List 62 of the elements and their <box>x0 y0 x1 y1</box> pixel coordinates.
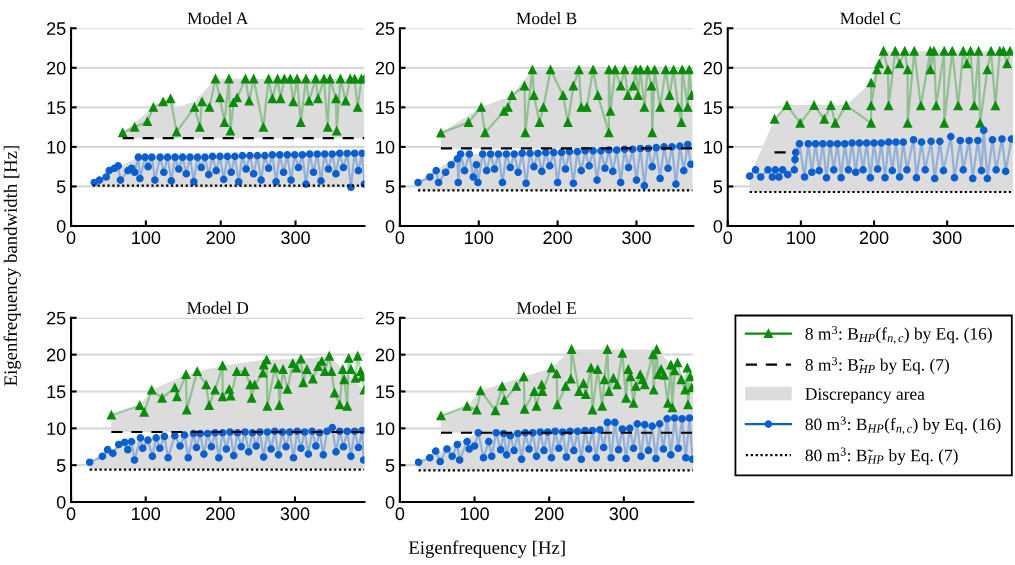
x-tick-label: 100 <box>132 507 161 521</box>
y-tick-label: 10 <box>704 140 723 154</box>
y-tick-label: 10 <box>47 140 66 154</box>
x-tick-label: 200 <box>206 507 235 521</box>
y-tick-label: 5 <box>385 180 395 194</box>
y-tick-label: 25 <box>47 22 66 35</box>
y-tick-label: 10 <box>47 422 66 436</box>
y-tick-label: 5 <box>713 180 723 194</box>
x-tick-label: 0 <box>66 507 76 521</box>
legend-label: 8 m$^{3}$: B̃$_{HP}$ by Eq. (7) <box>805 356 949 375</box>
y-axis-title: Eigenfrequency bandwidth [Hz] <box>3 146 21 386</box>
y-tick-label: 5 <box>56 459 66 472</box>
y-tick-label: 0 <box>56 495 66 509</box>
chart-title: Model C <box>840 12 901 25</box>
y-tick-label: 25 <box>375 22 395 35</box>
y-tick-label: 0 <box>713 219 723 233</box>
y-tick-label: 0 <box>385 495 395 509</box>
x-tick-label: 200 <box>535 507 564 521</box>
y-tick-label: 25 <box>375 311 395 325</box>
x-tick-label: 100 <box>460 507 489 521</box>
x-tick-label: 200 <box>859 231 889 245</box>
chart-title: Model E <box>516 301 576 314</box>
y-tick-label: 15 <box>47 385 66 399</box>
x-tick-label: 0 <box>395 507 405 521</box>
y-tick-label: 10 <box>376 422 395 436</box>
y-tick-label: 0 <box>56 219 66 233</box>
y-tick-label: 20 <box>703 61 723 75</box>
y-tick-label: 20 <box>47 348 66 362</box>
y-tick-label: 20 <box>375 348 395 362</box>
x-tick-label: 300 <box>932 231 962 245</box>
x-tick-label: 300 <box>281 231 310 245</box>
x-tick-label: 200 <box>543 231 572 245</box>
chart-title: Model A <box>187 12 249 25</box>
y-tick-label: 15 <box>704 101 723 115</box>
y-tick-label: 0 <box>385 219 395 233</box>
y-tick-label: 10 <box>376 140 395 154</box>
chart-title: Model D <box>187 301 249 314</box>
x-tick-label: 100 <box>787 231 816 245</box>
x-tick-label: 300 <box>622 231 651 245</box>
x-axis-title: Eigenfrequency [Hz] <box>408 540 565 558</box>
chart-title: Model B <box>516 12 577 25</box>
legend-label: Discrepancy area <box>805 388 925 404</box>
y-tick-label: 5 <box>385 459 395 472</box>
y-tick-label: 25 <box>703 22 723 35</box>
y-tick-label: 25 <box>47 311 66 325</box>
y-tick-label: 20 <box>375 61 395 75</box>
x-tick-label: 0 <box>723 231 733 245</box>
x-tick-label: 100 <box>132 231 161 245</box>
y-tick-label: 15 <box>376 385 395 399</box>
legend-label: 80 m$^{3}$: B$_{HP}$(f$_{n,c}$) by Eq. (16) <box>805 416 1001 435</box>
x-tick-label: 0 <box>66 231 76 245</box>
y-tick-label: 15 <box>47 101 66 115</box>
y-tick-label: 20 <box>47 61 66 75</box>
x-tick-label: 300 <box>280 507 310 521</box>
x-tick-label: 300 <box>609 507 639 521</box>
y-tick-label: 5 <box>56 180 66 194</box>
x-tick-label: 100 <box>465 231 494 245</box>
y-tick-label: 15 <box>376 101 395 115</box>
x-tick-label: 0 <box>395 231 405 245</box>
legend-label: 8 m$^{3}$: B$_{HP}$(f$_{n,c}$) by Eq. (16) <box>805 325 992 344</box>
legend-label: 80 m$^{3}$: B̃$_{HP}$ by Eq. (7) <box>805 447 958 465</box>
x-tick-label: 200 <box>206 231 236 245</box>
